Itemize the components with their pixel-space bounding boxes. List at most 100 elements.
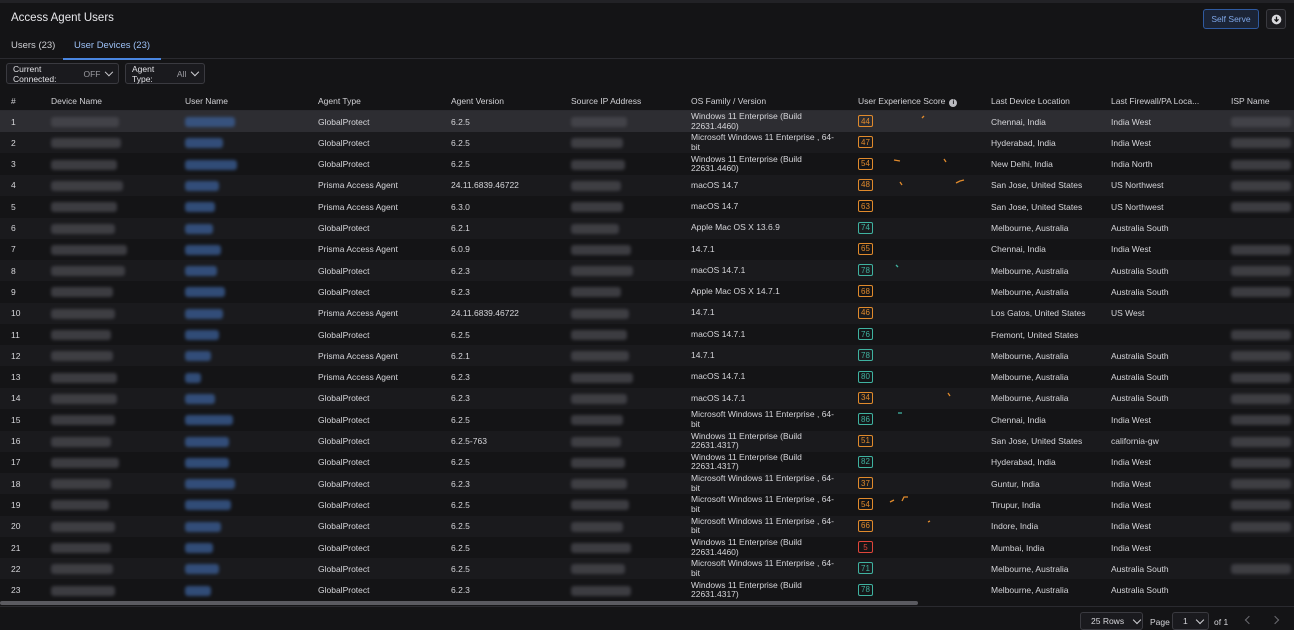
experience-score-badge[interactable]: 65	[858, 242, 873, 255]
user-name-link-redacted[interactable]	[185, 415, 233, 426]
experience-score-badge[interactable]: 80	[858, 370, 873, 383]
user-name-link-redacted[interactable]	[185, 266, 217, 277]
table-row[interactable]: 19 GlobalProtect 6.2.5 Microsoft Windows 11…	[0, 494, 1294, 515]
table-row[interactable]: 4 Prisma Access Agent 24.11.6839.46722 macO…	[0, 174, 1294, 196]
table-row[interactable]: 13 Prisma Access Agent 6.2.3 macOS 14.7.1 80…	[0, 367, 1294, 388]
column-header[interactable]: OS Family / Version	[691, 96, 767, 106]
next-page-button[interactable]	[1267, 612, 1283, 628]
user-name-link-redacted[interactable]	[185, 117, 235, 127]
source-ip-redacted	[571, 585, 631, 596]
horizontal-scrollbar[interactable]	[0, 601, 918, 605]
table-row[interactable]: 8 GlobalProtect 6.2.3 macOS 14.7.1 78 Melbour…	[0, 260, 1294, 282]
user-name-link-redacted[interactable]	[185, 223, 213, 234]
column-header[interactable]: Last Device Location	[991, 96, 1070, 106]
user-name-link-redacted[interactable]	[185, 500, 231, 511]
column-header[interactable]: ISP Name	[1231, 96, 1270, 106]
user-name-link-redacted[interactable]	[185, 564, 219, 575]
sparkline-segment	[947, 392, 951, 397]
experience-score-badge[interactable]: 5	[858, 541, 873, 553]
user-name-link-redacted[interactable]	[185, 543, 213, 553]
experience-score-badge[interactable]: 54	[858, 498, 873, 511]
column-header[interactable]: Source IP Address	[571, 96, 642, 106]
user-name-link-redacted[interactable]	[185, 521, 221, 532]
tab-user-devices[interactable]: User Devices (23)	[63, 40, 162, 60]
experience-score-badge[interactable]: 71	[858, 562, 873, 575]
experience-score-badge[interactable]: 68	[858, 285, 873, 298]
experience-score-badge[interactable]: 78	[858, 349, 873, 362]
agent-version-cell: 6.2.5	[451, 137, 470, 148]
user-name-link-redacted[interactable]	[185, 479, 235, 490]
download-button[interactable]	[1266, 9, 1286, 29]
table-row[interactable]: 2 GlobalProtect 6.2.5 Microsoft Windows 11 …	[0, 132, 1294, 154]
agent-type-filter[interactable]: Agent Type: All	[125, 63, 205, 84]
user-name-link-redacted[interactable]	[185, 585, 211, 596]
user-name-link-redacted[interactable]	[185, 393, 215, 404]
tab-users[interactable]: Users (23)	[11, 40, 56, 51]
current-connected-filter[interactable]: Current Connected: OFF	[6, 63, 119, 84]
experience-score-badge[interactable]: 78	[858, 583, 873, 596]
user-name-link-redacted[interactable]	[185, 180, 219, 191]
column-header[interactable]: #	[11, 96, 16, 106]
column-header[interactable]: Agent Version	[451, 96, 504, 106]
table-row[interactable]: 17 GlobalProtect 6.2.5 Windows 11 Enterpris…	[0, 452, 1294, 473]
user-name-link-redacted[interactable]	[185, 202, 215, 213]
table-row[interactable]: 23 GlobalProtect 6.2.3 Windows 11 Enterpris…	[0, 580, 1294, 601]
user-name-link-redacted[interactable]	[185, 244, 221, 255]
user-name-link-redacted[interactable]	[185, 138, 223, 149]
experience-score-badge[interactable]: 74	[858, 221, 873, 234]
table-row[interactable]: 1 GlobalProtect 6.2.5 Windows 11 Enterprise…	[0, 111, 1294, 132]
experience-score-badge[interactable]: 34	[858, 391, 873, 404]
table-row[interactable]: 21 GlobalProtect 6.2.5 Windows 11 Enterpris…	[0, 537, 1294, 558]
experience-score-badge[interactable]: 47	[858, 136, 873, 149]
column-header[interactable]: Agent Type	[318, 96, 361, 106]
rows-per-page-select[interactable]: 25 Rows	[1080, 612, 1143, 630]
experience-score-badge[interactable]: 86	[858, 413, 873, 426]
table-row[interactable]: 14 GlobalProtect 6.2.3 macOS 14.7.1 34 Melbou…	[0, 387, 1294, 409]
experience-score-badge[interactable]: 46	[858, 306, 873, 319]
column-header[interactable]: Last Firewall/PA Loca...	[1111, 96, 1200, 106]
prev-page-button[interactable]	[1241, 612, 1257, 628]
experience-score-badge[interactable]: 37	[858, 477, 873, 490]
user-name-link-redacted[interactable]	[185, 159, 237, 170]
experience-score-badge[interactable]: 48	[858, 178, 873, 191]
table-row[interactable]: 16 GlobalProtect 6.2.5-763 Windows 11 Enter…	[0, 430, 1294, 452]
user-name-link-redacted[interactable]	[185, 372, 201, 383]
experience-score-badge[interactable]: 63	[858, 200, 873, 213]
table-row[interactable]: 6 GlobalProtect 6.2.1 Apple Mac OS X 13.6.9…	[0, 217, 1294, 239]
table-row[interactable]: 5 Prisma Access Agent 6.3.0 macOS 14.7 63 San…	[0, 196, 1294, 217]
user-name-link-redacted[interactable]	[185, 436, 229, 447]
column-header[interactable]: Device Name	[51, 96, 103, 106]
table-row[interactable]: 9 GlobalProtect 6.2.3 Apple Mac OS X 14.7.1…	[0, 281, 1294, 302]
column-header[interactable]: User Name	[185, 96, 228, 106]
table-row[interactable]: 12 Prisma Access Agent 6.2.1 14.7.1 78 Melbou…	[0, 345, 1294, 367]
experience-score-badge[interactable]: 44	[858, 115, 873, 127]
experience-score-badge[interactable]: 66	[858, 519, 873, 532]
experience-score-badge[interactable]: 78	[858, 264, 873, 277]
user-name-link-redacted[interactable]	[185, 287, 225, 298]
experience-score-badge[interactable]: 54	[858, 157, 873, 170]
table-row[interactable]: 18 GlobalProtect 6.2.3 Microsoft Windows 11…	[0, 473, 1294, 495]
row-number: 1	[11, 116, 16, 127]
agent-version-cell: 24.11.6839.46722	[451, 180, 519, 191]
table-row[interactable]: 20 GlobalProtect 6.2.5 Microsoft Windows 11…	[0, 515, 1294, 537]
table-row[interactable]: 7 Prisma Access Agent 6.0.9 14.7.1 65 Chennai…	[0, 239, 1294, 260]
user-name-link-redacted[interactable]	[185, 457, 229, 468]
table-row[interactable]: 10 Prisma Access Agent 24.11.6839.46722 14.…	[0, 302, 1294, 324]
page-select[interactable]: 1	[1172, 612, 1209, 630]
agent-version-cell: 24.11.6839.46722	[451, 308, 519, 319]
experience-score-badge[interactable]: 51	[858, 434, 873, 447]
info-icon[interactable]: i	[949, 99, 958, 107]
table-row[interactable]: 22 GlobalProtect 6.2.5 Microsoft Windows 11…	[0, 558, 1294, 580]
user-name-link-redacted[interactable]	[185, 308, 223, 319]
experience-score-badge[interactable]: 82	[858, 455, 873, 468]
user-name-link-redacted[interactable]	[185, 351, 211, 362]
isp-name-redacted	[1231, 159, 1291, 170]
table-row[interactable]: 11 GlobalProtect 6.2.5 macOS 14.7.1 76 Fremon…	[0, 324, 1294, 345]
experience-score-badge[interactable]: 76	[858, 328, 873, 340]
table-row[interactable]: 3 GlobalProtect 6.2.5 Windows 11 Enterprise…	[0, 154, 1294, 175]
column-header[interactable]: User Experience Score i	[858, 96, 958, 107]
user-name-link-redacted[interactable]	[185, 330, 219, 340]
table-row[interactable]: 15 GlobalProtect 6.2.5 Microsoft Windows 11…	[0, 409, 1294, 430]
filter-label: Agent Type:	[132, 63, 155, 84]
self-serve-button[interactable]: Self Serve	[1203, 9, 1259, 29]
